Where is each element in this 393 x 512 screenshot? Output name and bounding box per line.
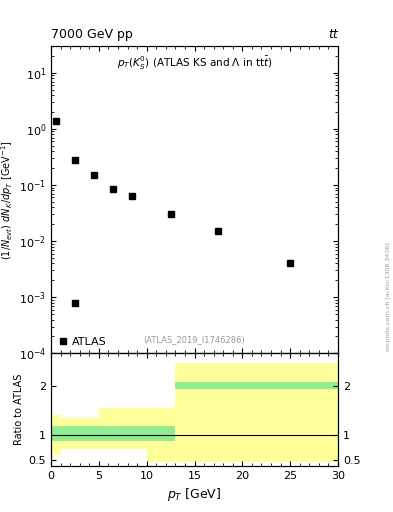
Text: 7000 GeV pp: 7000 GeV pp xyxy=(51,28,133,41)
Text: $p_{T}(K^{0}_{S})$ (ATLAS KS and $\Lambda$ in tt$\bar{t}$): $p_{T}(K^{0}_{S})$ (ATLAS KS and $\Lambd… xyxy=(117,55,272,72)
Y-axis label: $(1/N_{evt})\ dN_{K}/dp_{T}\ [\mathrm{GeV}^{-1}]$: $(1/N_{evt})\ dN_{K}/dp_{T}\ [\mathrm{Ge… xyxy=(0,140,15,260)
Text: mcplots.cern.ch [arXiv:1306.3436]: mcplots.cern.ch [arXiv:1306.3436] xyxy=(386,243,391,351)
X-axis label: $p_{T}\ [\mathrm{GeV}]$: $p_{T}\ [\mathrm{GeV}]$ xyxy=(167,486,222,503)
Text: tt: tt xyxy=(328,28,338,41)
Legend: ATLAS: ATLAS xyxy=(57,335,108,348)
Y-axis label: Ratio to ATLAS: Ratio to ATLAS xyxy=(15,374,24,445)
Text: (ATLAS_2019_I1746286): (ATLAS_2019_I1746286) xyxy=(144,335,245,344)
